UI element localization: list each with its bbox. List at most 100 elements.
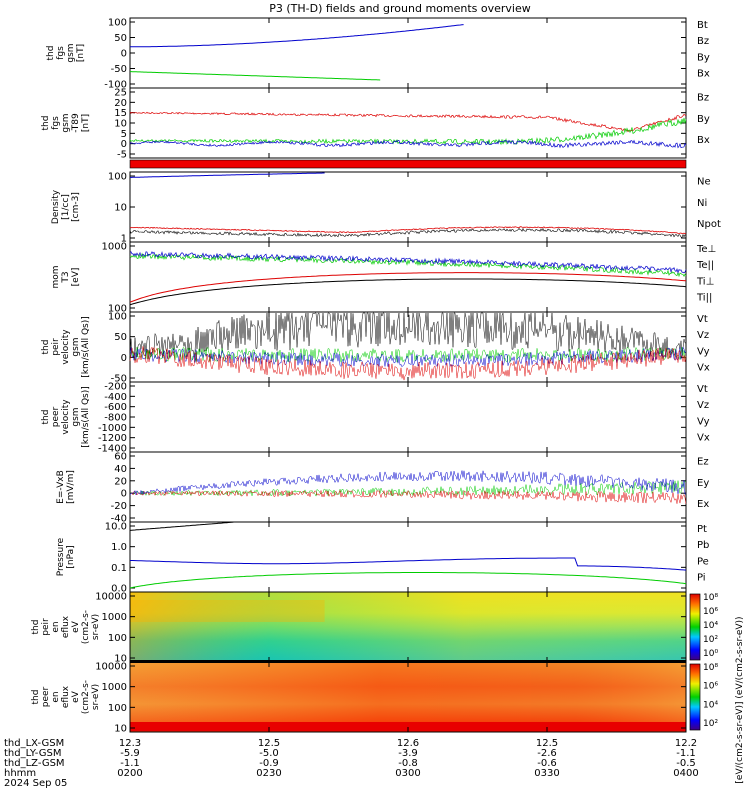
- ephem-value: 0200: [117, 768, 142, 779]
- ytick-label: 0: [121, 489, 127, 500]
- ytick-label: 100: [108, 312, 127, 323]
- legend-ez: Ez: [697, 457, 709, 468]
- ephem-row-label: thd_LX-GSM: [4, 738, 64, 749]
- legend-pi: Pi: [697, 573, 706, 584]
- ylabel-line: -T89: [71, 113, 81, 133]
- ytick-label: -100: [104, 80, 127, 91]
- legend-vt: Vt: [697, 314, 708, 325]
- colorbar-tick: 10²: [703, 635, 718, 645]
- ylabel-line: thd: [41, 410, 51, 425]
- panel-ve: -200-400-600-800-1000-1200-1400 thd peer ve…: [41, 381, 710, 455]
- ytick-label: 10000: [95, 592, 127, 603]
- panel-frame: [129, 241, 687, 313]
- ephem-value: -0.8: [398, 758, 418, 769]
- ytick-label: 10000: [95, 662, 127, 673]
- panel-ion_spec: 10000 1000 100 10 thd peir en eflux eV (cm2-s-sr-…: [31, 591, 718, 665]
- ytick-label: 1.0: [111, 542, 127, 553]
- ytick-label: 40: [114, 464, 127, 475]
- panel-frame: [129, 521, 687, 593]
- ytick-label: 100: [108, 18, 127, 29]
- ylabel-line: thd: [41, 340, 51, 355]
- legend-ex: Ex: [697, 499, 709, 510]
- series-pt: [129, 521, 234, 531]
- ylabel-line: velocity: [61, 329, 71, 365]
- ytick-label: 100: [108, 703, 127, 714]
- ylabel-line: Density: [51, 189, 61, 224]
- series-ex: [129, 470, 687, 496]
- ylabel-line: [km/s(All Qs)]: [81, 386, 91, 448]
- panel-frame: [129, 171, 687, 243]
- ylabel-line: [mV/m]: [66, 470, 76, 504]
- ylabel-line: peir: [51, 338, 61, 356]
- panel-vi: 100 50 0 -50 thd peir velocity gsm [km/s(All Qs)…: [41, 311, 710, 385]
- ytick-label: 1000: [102, 242, 127, 253]
- series-vx: [129, 346, 687, 368]
- ylabel-line: thd: [31, 690, 41, 705]
- series-ti-par: [129, 252, 687, 278]
- legend-ti⊥: Ti⊥: [696, 276, 714, 287]
- legend-ey: Ey: [697, 478, 709, 489]
- colorbar: [689, 593, 701, 661]
- ytick-label: 10.0: [105, 522, 127, 533]
- colorbar-tick: 10⁶: [703, 607, 718, 617]
- ephem-value: -2.6: [537, 748, 557, 759]
- series-bz: [129, 111, 687, 133]
- ylabel-line: sr-eV): [91, 684, 101, 710]
- ytick-label: 60: [114, 452, 127, 463]
- legend-pt: Pt: [697, 524, 707, 535]
- ylabel-line: [km/s(All Qs)]: [81, 316, 91, 378]
- ephem-value: -1.1: [676, 748, 696, 759]
- legend-vx: Vx: [697, 433, 710, 444]
- ephem-value: -5.0: [259, 748, 279, 759]
- ytick-label: 0: [121, 49, 127, 60]
- series-te-perp: [129, 272, 687, 303]
- legend-vx: Vx: [697, 363, 710, 374]
- series-vt: [129, 312, 687, 359]
- series-ti-perp: [129, 251, 687, 274]
- colorbar-tick: 10⁰: [703, 649, 718, 659]
- ylabel-line: velocity: [61, 399, 71, 435]
- ephem-row-label: thd_LZ-GSM: [4, 758, 65, 769]
- ylabel-line: T3: [61, 271, 71, 283]
- ytick-label: 0: [121, 139, 127, 150]
- ytick-label: 50: [114, 33, 127, 44]
- ytick-label: -600: [104, 402, 127, 413]
- ephem-value: -5.9: [120, 748, 140, 759]
- ytick-label: -40: [111, 514, 127, 525]
- ytick-label: 1: [121, 234, 127, 245]
- series-ey: [129, 480, 687, 497]
- ylabel-line: eflux: [61, 615, 71, 638]
- legend-bx: Bx: [697, 69, 710, 80]
- ylabel-line: thd: [41, 116, 51, 131]
- colorbar-tick: 10⁸: [703, 593, 718, 603]
- ytick-label: -1200: [98, 433, 127, 444]
- series-vz: [129, 346, 687, 381]
- ylabel-line: E=-VxB: [56, 470, 66, 504]
- ylabel-line: (cm2-s-: [81, 610, 91, 644]
- colorbar-label: [eV/(cm2-s-sr-eV)] (eV/(cm2-s-sr-eV)): [735, 616, 745, 783]
- ytick-label: -1000: [98, 423, 127, 434]
- series-ni: [129, 227, 687, 238]
- legend-bz: Bz: [697, 36, 709, 47]
- legend-bx: Bx: [697, 135, 710, 146]
- ylabel-line: fgs: [51, 116, 61, 130]
- ytick-label: -200: [104, 382, 127, 393]
- ylabel-line: [cm-3]: [71, 192, 81, 222]
- ephem-value: 0230: [256, 768, 281, 779]
- ephem-value: -1.1: [120, 758, 140, 769]
- ytick-label: 15: [114, 108, 127, 119]
- legend-ne: Ne: [697, 177, 711, 188]
- ytick-label: 20: [114, 476, 127, 487]
- ephem-value: 12.3: [119, 738, 141, 749]
- panel-temp: 1000 100 mom T3 [eV] Te⊥ Te|| Ti⊥ Ti||: [51, 241, 716, 315]
- ylabel-line: en: [51, 691, 61, 702]
- ytick-label: -50: [111, 64, 127, 75]
- ylabel-line: eV: [71, 620, 81, 633]
- series-bx: [129, 139, 687, 149]
- ylabel-line: gsm: [61, 113, 71, 132]
- ylabel-line: mom: [51, 265, 61, 288]
- ytick-label: -50: [111, 374, 127, 385]
- ylabel-line: peir: [41, 618, 51, 636]
